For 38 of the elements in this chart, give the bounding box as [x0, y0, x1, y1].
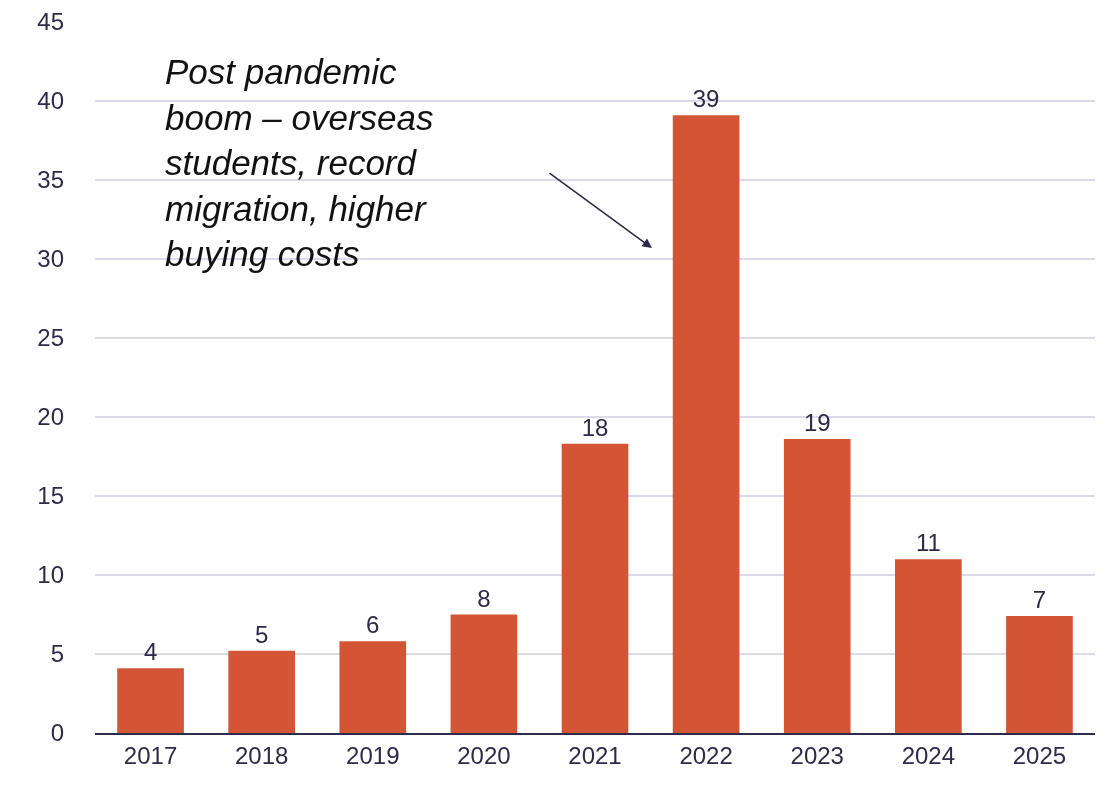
bar [783, 439, 851, 733]
data-label: 7 [1032, 586, 1047, 614]
bar [339, 641, 407, 733]
bar [450, 614, 518, 733]
x-tick-label: 2025 [1012, 741, 1067, 769]
y-tick-label: 20 [37, 403, 64, 431]
bar [1006, 616, 1073, 733]
bar [228, 650, 295, 733]
data-label: 18 [581, 413, 609, 441]
x-tick-label: 2020 [457, 741, 511, 769]
y-tick-label: 30 [37, 245, 64, 273]
x-tick-label: 2021 [568, 741, 622, 769]
data-label: 8 [477, 584, 491, 612]
annotation: Post pandemic boom – overseas students, record migration, higher buying costs [165, 52, 434, 273]
y-tick-label: 10 [37, 561, 64, 589]
y-tick-label: 35 [37, 166, 64, 194]
y-tick-label: 0 [50, 719, 64, 747]
bar [895, 559, 962, 733]
y-tick-label: 25 [37, 324, 64, 352]
data-label: 19 [803, 409, 831, 437]
x-tick-label: 2018 [234, 741, 289, 769]
x-tick-label: 2022 [679, 741, 733, 769]
data-label: 6 [366, 611, 380, 639]
bar [672, 115, 740, 733]
y-tick-label: 15 [37, 482, 64, 510]
bar [117, 668, 184, 733]
x-tick-label: 2017 [123, 741, 178, 769]
x-tick-label: 2024 [901, 741, 956, 769]
y-tick-label: 40 [37, 87, 64, 115]
data-label: 5 [254, 620, 269, 648]
x-tick-label: 2023 [790, 741, 844, 769]
data-label: 11 [915, 529, 941, 557]
bar [561, 443, 629, 733]
y-tick-label: 5 [50, 640, 64, 668]
y-tick-label: 45 [37, 8, 64, 36]
x-tick-label: 2019 [346, 741, 400, 769]
data-label: 4 [143, 638, 158, 666]
data-label: 39 [692, 85, 720, 113]
